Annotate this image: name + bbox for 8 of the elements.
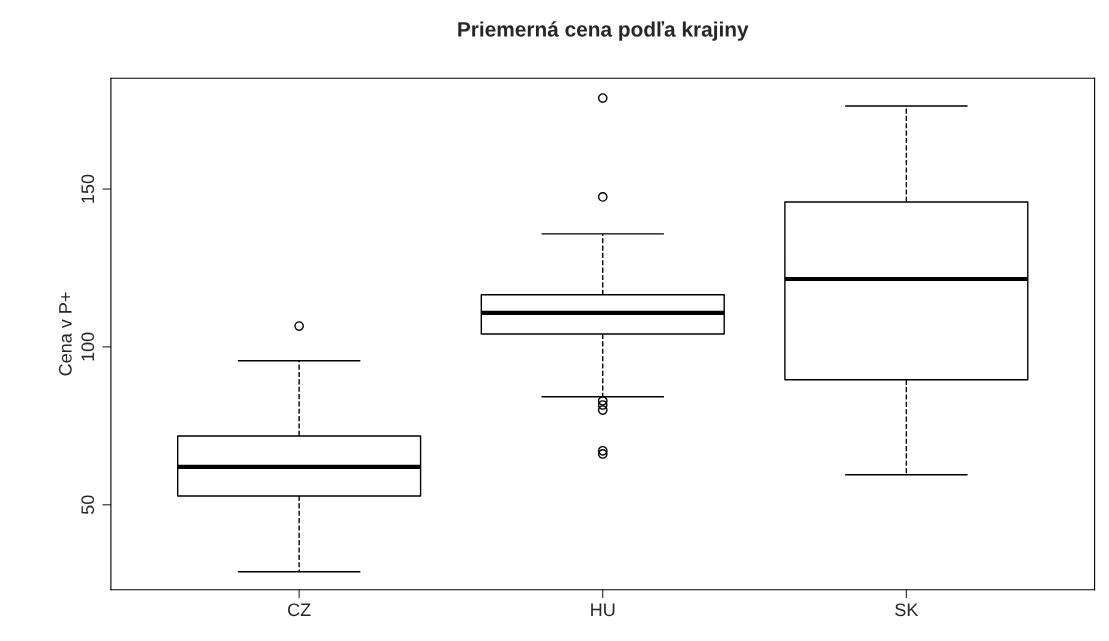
y-tick-label: 50 [81,495,95,515]
x-tick-label: CZ [288,603,311,617]
chart-title: Priemerná cena podľa krajiny [458,21,749,41]
x-tick-label: SK [895,603,919,617]
y-tick-label: 150 [81,174,95,203]
x-tick-label: HU [591,603,615,617]
y-tick-label: 100 [81,332,95,361]
y-axis-title: Cena v P+ [58,292,72,376]
